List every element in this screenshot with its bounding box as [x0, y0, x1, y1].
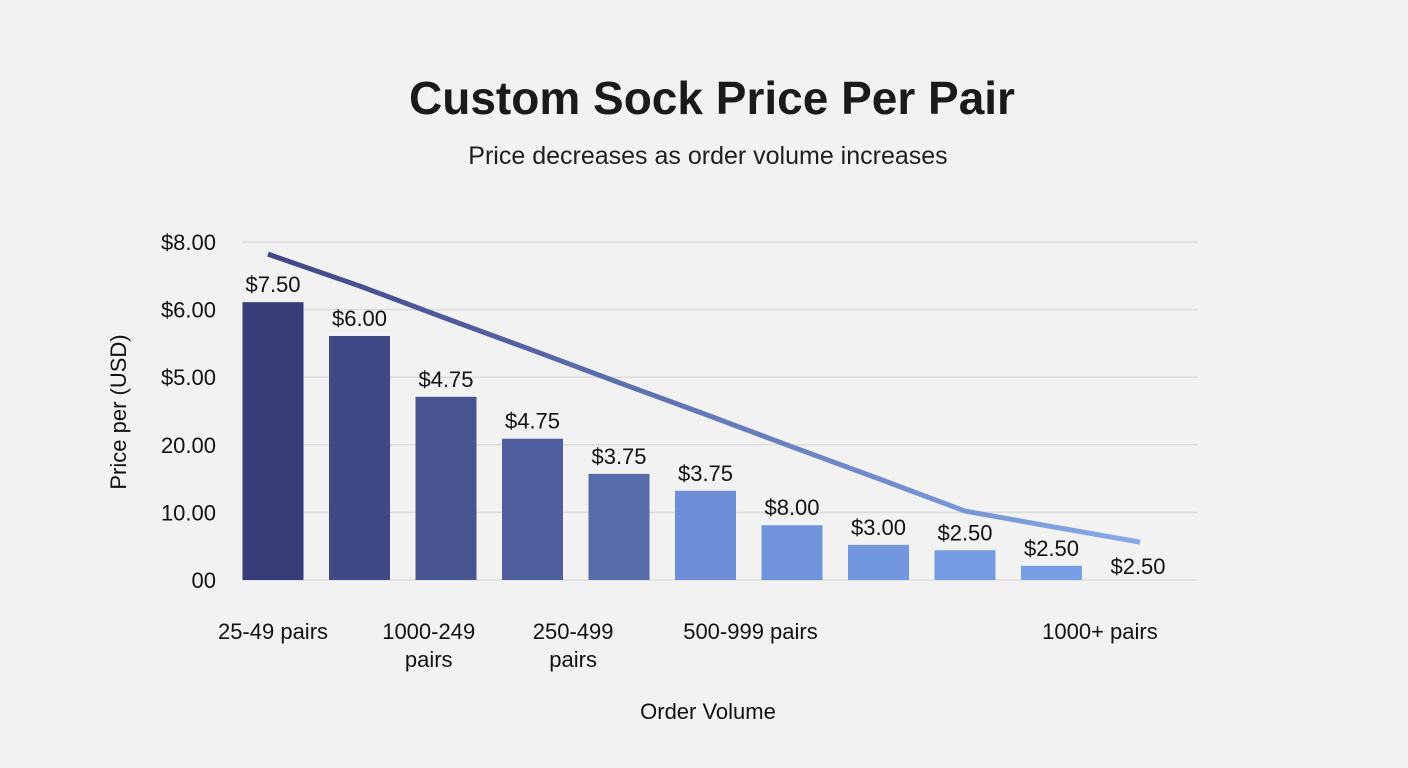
x-tick-label: 250-499 pairs — [533, 619, 614, 672]
y-axis-ticks: 00 10.00 20.00 $5.00 $6.00 $8.00 — [161, 230, 216, 593]
bar — [675, 490, 736, 580]
chart-title: Custom Sock Price Per Pair — [409, 72, 1015, 124]
bar — [934, 550, 996, 580]
y-tick-label: $6.00 — [161, 298, 216, 323]
x-tick-label-line: 250-499 — [533, 619, 614, 644]
y-tick-label: $8.00 — [161, 230, 216, 255]
data-label: $7.50 — [245, 272, 300, 297]
x-tick-label-line: 500-999 pairs — [683, 619, 818, 644]
bar — [848, 544, 909, 580]
data-label: $2.50 — [937, 520, 992, 545]
bars — [242, 302, 1082, 580]
bar — [502, 438, 563, 580]
data-label: $4.75 — [505, 409, 560, 434]
data-label: $2.50 — [1110, 554, 1165, 579]
trend-line — [267, 251, 1141, 545]
x-tick-label-line: pairs — [405, 647, 453, 672]
data-label: $3.75 — [678, 461, 733, 486]
x-tick-label-line: pairs — [549, 647, 597, 672]
data-label: $6.00 — [332, 306, 387, 331]
y-tick-label: $5.00 — [161, 365, 216, 390]
x-tick-label-line: 1000-249 — [382, 619, 475, 644]
data-labels: $7.50 $6.00 $4.75 $4.75 $3.75 $3.75 $8.00 $3.00… — [245, 272, 1165, 579]
bar — [1021, 565, 1082, 580]
y-axis-label: Price per (USD) — [106, 334, 131, 489]
x-tick-label: 1000-249 pairs — [382, 619, 475, 672]
bar — [242, 302, 304, 580]
bar — [415, 396, 477, 580]
data-label: $3.75 — [591, 444, 646, 469]
x-axis-ticks: 25-49 pairs 1000-249 pairs 250-499 pairs 500-… — [218, 619, 1158, 672]
x-axis-label: Order Volume — [640, 699, 776, 724]
y-tick-label: 00 — [192, 568, 216, 593]
x-tick-label: 1000+ pairs — [1042, 619, 1158, 644]
bar — [588, 473, 650, 580]
x-tick-label: 25-49 pairs — [218, 619, 328, 644]
data-label: $8.00 — [764, 495, 819, 520]
data-label: $4.75 — [418, 367, 473, 392]
y-tick-label: 10.00 — [161, 500, 216, 525]
data-label: $3.00 — [851, 515, 906, 540]
chart-subtitle: Price decreases as order volume increase… — [468, 142, 947, 170]
bar — [329, 335, 390, 580]
x-tick-label: 500-999 pairs — [683, 619, 818, 644]
x-tick-label-line: 1000+ pairs — [1042, 619, 1158, 644]
bar — [761, 525, 823, 580]
y-tick-label: 20.00 — [161, 433, 216, 458]
x-tick-label-line: 25-49 pairs — [218, 619, 328, 644]
data-label: $2.50 — [1024, 536, 1079, 561]
